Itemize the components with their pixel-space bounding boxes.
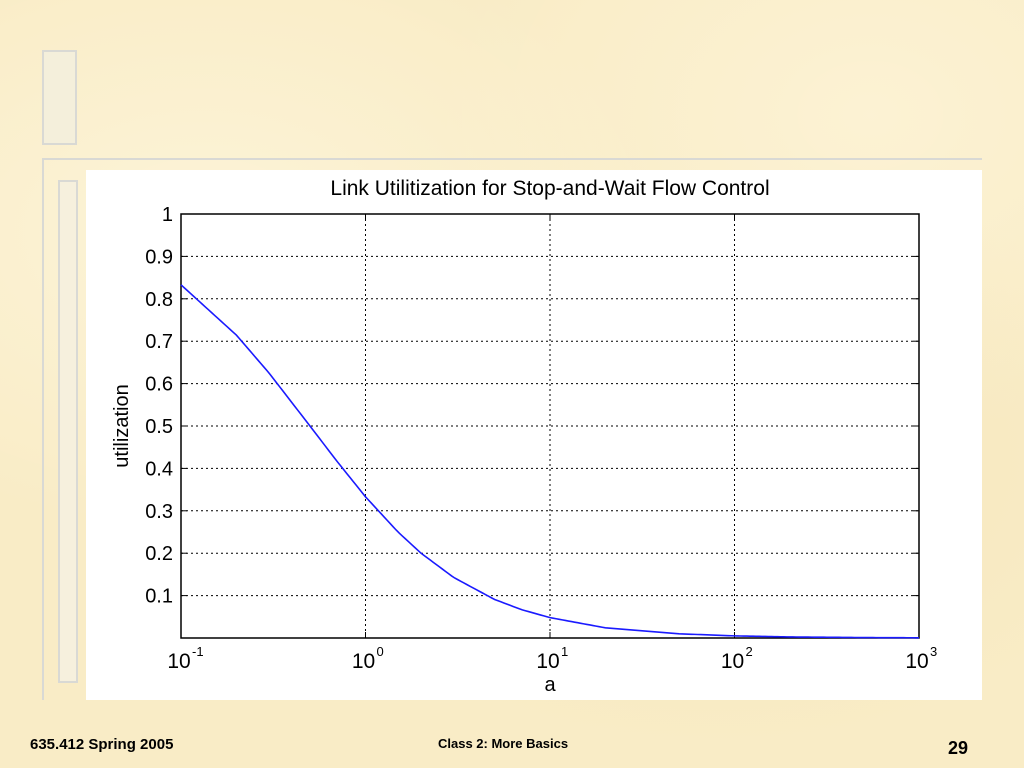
x-tick-exponent: 2 bbox=[746, 644, 753, 659]
x-tick-base: 10 bbox=[352, 650, 375, 673]
y-tick-label: 0.4 bbox=[145, 458, 173, 480]
y-tick-label: 0.9 bbox=[145, 246, 173, 268]
y-tick-label: 0.3 bbox=[145, 501, 173, 523]
x-tick-base: 10 bbox=[536, 650, 559, 673]
y-tick-label: 0.6 bbox=[145, 374, 173, 396]
y-tick-label: 0.8 bbox=[145, 289, 173, 311]
chart-title: Link Utilitization for Stop-and-Wait Flo… bbox=[330, 177, 769, 200]
slide-decoration-frame bbox=[42, 158, 982, 700]
y-tick-label: 0.1 bbox=[145, 586, 173, 608]
footer-course: 635.412 Spring 2005 bbox=[30, 736, 174, 753]
grid-layer bbox=[181, 214, 919, 638]
x-tick-label: 10 3 bbox=[905, 644, 937, 673]
slide-number: 29 bbox=[948, 738, 969, 758]
x-tick-label: 10 -1 bbox=[167, 644, 203, 673]
x-tick-label: 10 2 bbox=[721, 644, 753, 673]
slide-decoration-bar bbox=[42, 50, 77, 145]
y-tick-label: 0.7 bbox=[145, 331, 173, 353]
y-axis-label: utilization bbox=[111, 384, 133, 467]
x-tick-base: 10 bbox=[721, 650, 744, 673]
x-tick-exponent: 1 bbox=[561, 644, 568, 659]
x-tick-label: 10 1 bbox=[536, 644, 568, 673]
x-tick-base: 10 bbox=[167, 650, 190, 673]
y-tick-label: 0.5 bbox=[145, 416, 173, 438]
x-axis-label: a bbox=[544, 674, 556, 696]
y-tick-label: 0.2 bbox=[145, 543, 173, 565]
x-tick-exponent: -1 bbox=[192, 644, 204, 659]
x-tick-exponent: 3 bbox=[930, 644, 937, 659]
chart-panel: 0.1 0.2 0.3 0.4 0.5 0.6 0.7 0.8 0.9 1 10 -1 10 0 10 1 10… bbox=[86, 170, 982, 700]
x-tick-base: 10 bbox=[905, 650, 928, 673]
series-layer bbox=[180, 284, 920, 639]
x-tick-exponent: 0 bbox=[377, 644, 384, 659]
y-tick-label: 1 bbox=[162, 204, 173, 226]
footer-lecture-title: Class 2: More Basics bbox=[438, 736, 569, 751]
slide-decoration-strip bbox=[58, 180, 78, 683]
x-tick-label: 10 0 bbox=[352, 644, 384, 673]
